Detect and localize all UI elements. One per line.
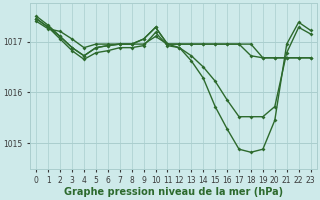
X-axis label: Graphe pression niveau de la mer (hPa): Graphe pression niveau de la mer (hPa) [64, 187, 283, 197]
